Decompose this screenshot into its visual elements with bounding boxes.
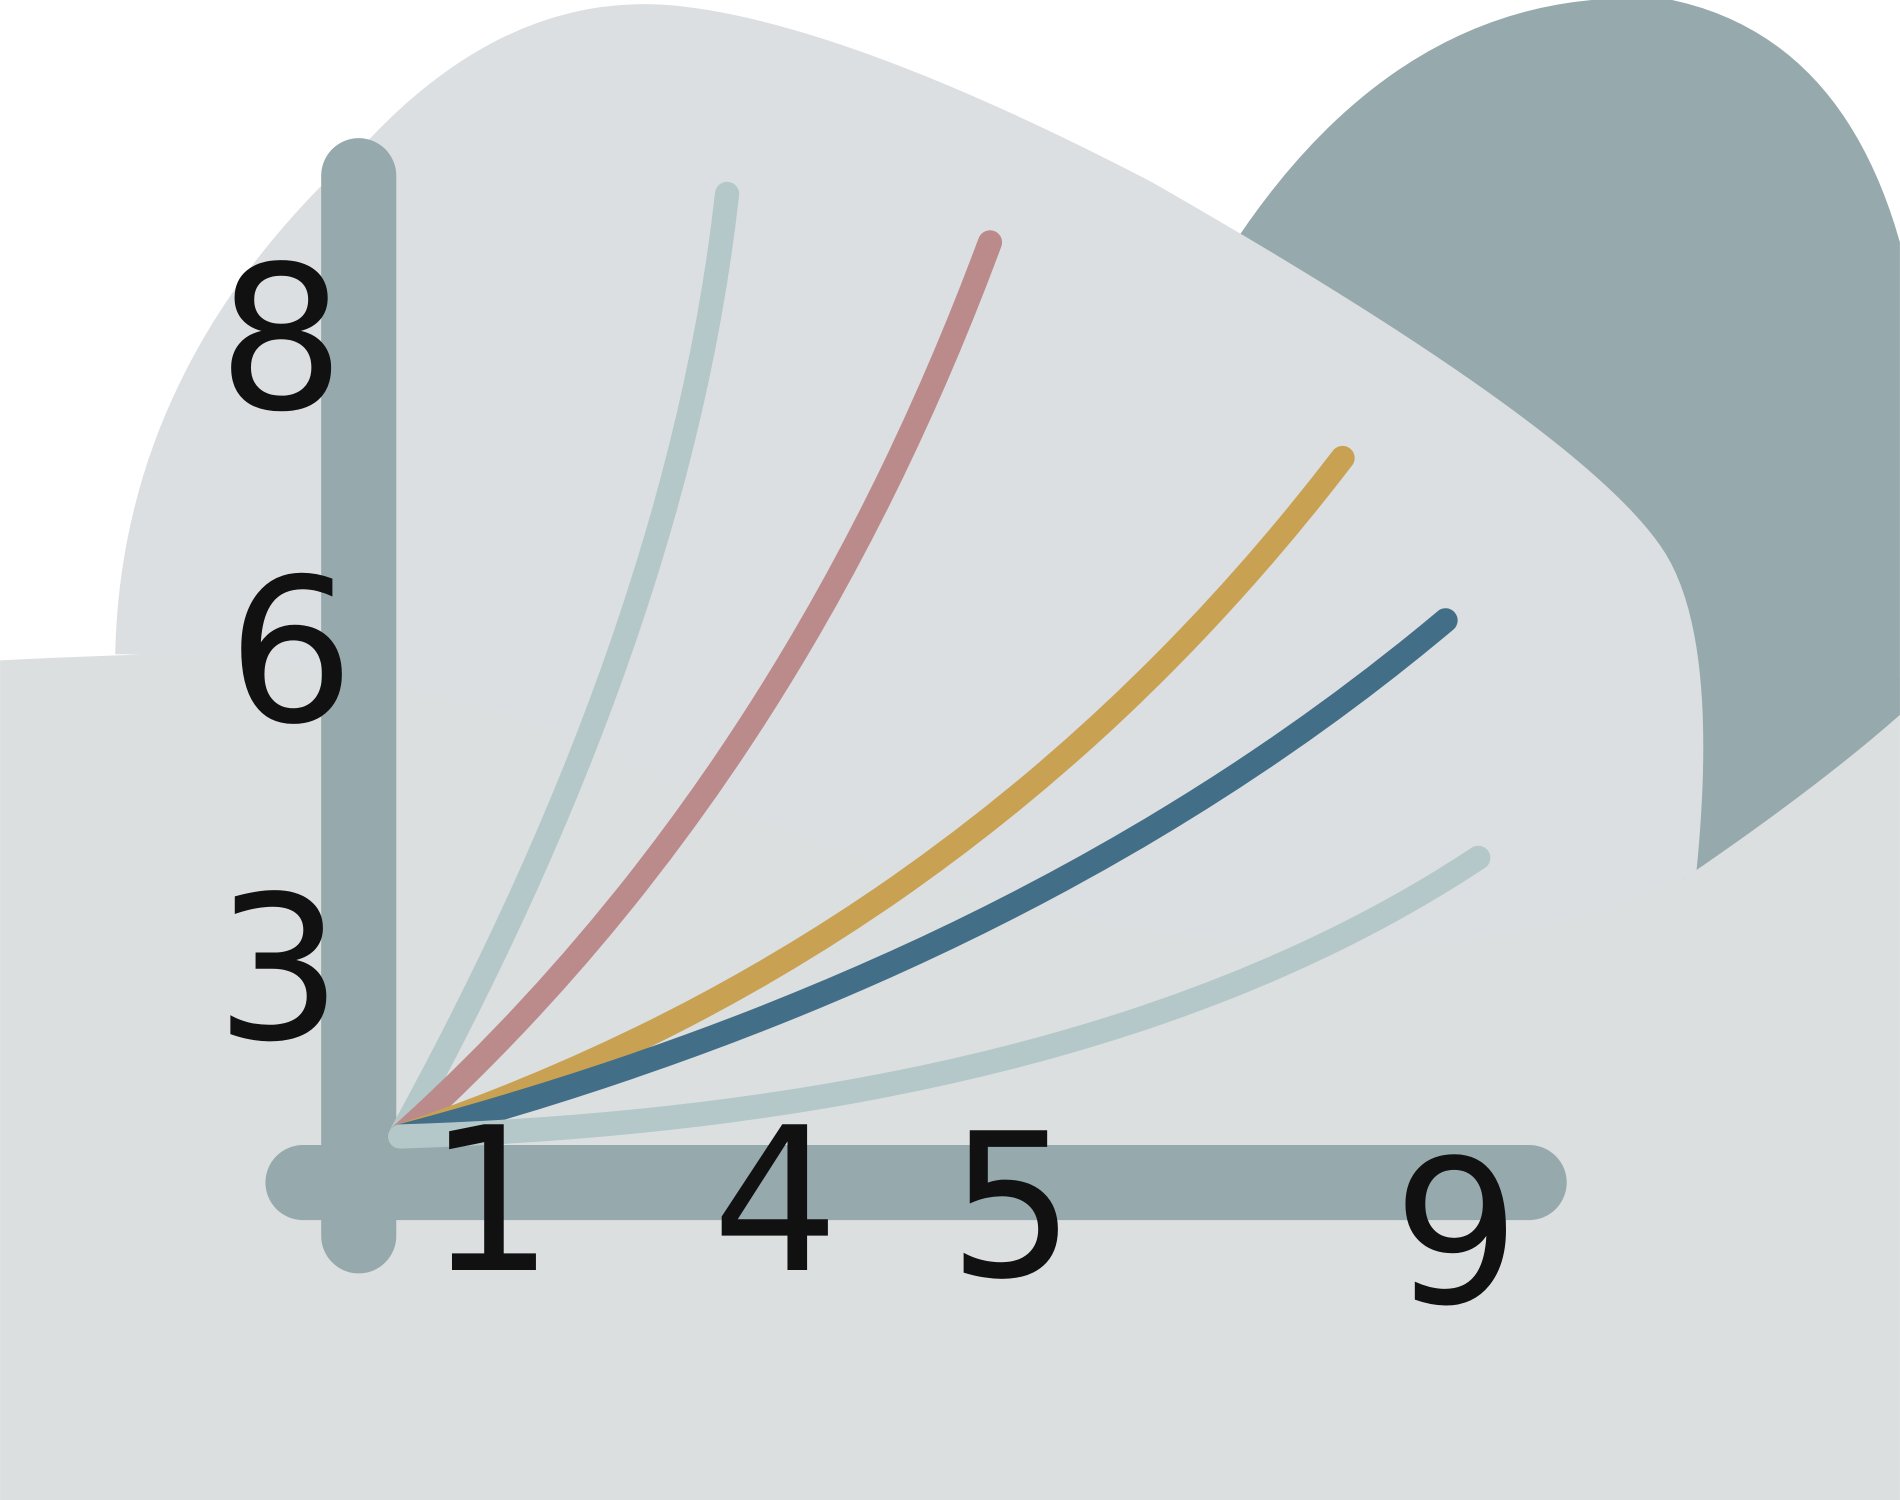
x-label: 9 <box>1393 1118 1520 1351</box>
y-label: 6 <box>227 536 354 769</box>
curve <box>387 845 1491 1149</box>
y-label: 8 <box>218 223 345 456</box>
curves <box>387 181 1491 1149</box>
curve <box>387 608 1458 1149</box>
x-label: 1 <box>427 1085 554 1318</box>
x-label: 5 <box>948 1091 1075 1324</box>
x-label: 4 <box>712 1085 839 1318</box>
curve <box>387 181 740 1149</box>
y-label: 3 <box>215 854 342 1087</box>
light-blob <box>115 4 1704 949</box>
curve <box>387 445 1355 1149</box>
axes <box>265 138 1567 1274</box>
curve <box>387 230 1003 1149</box>
